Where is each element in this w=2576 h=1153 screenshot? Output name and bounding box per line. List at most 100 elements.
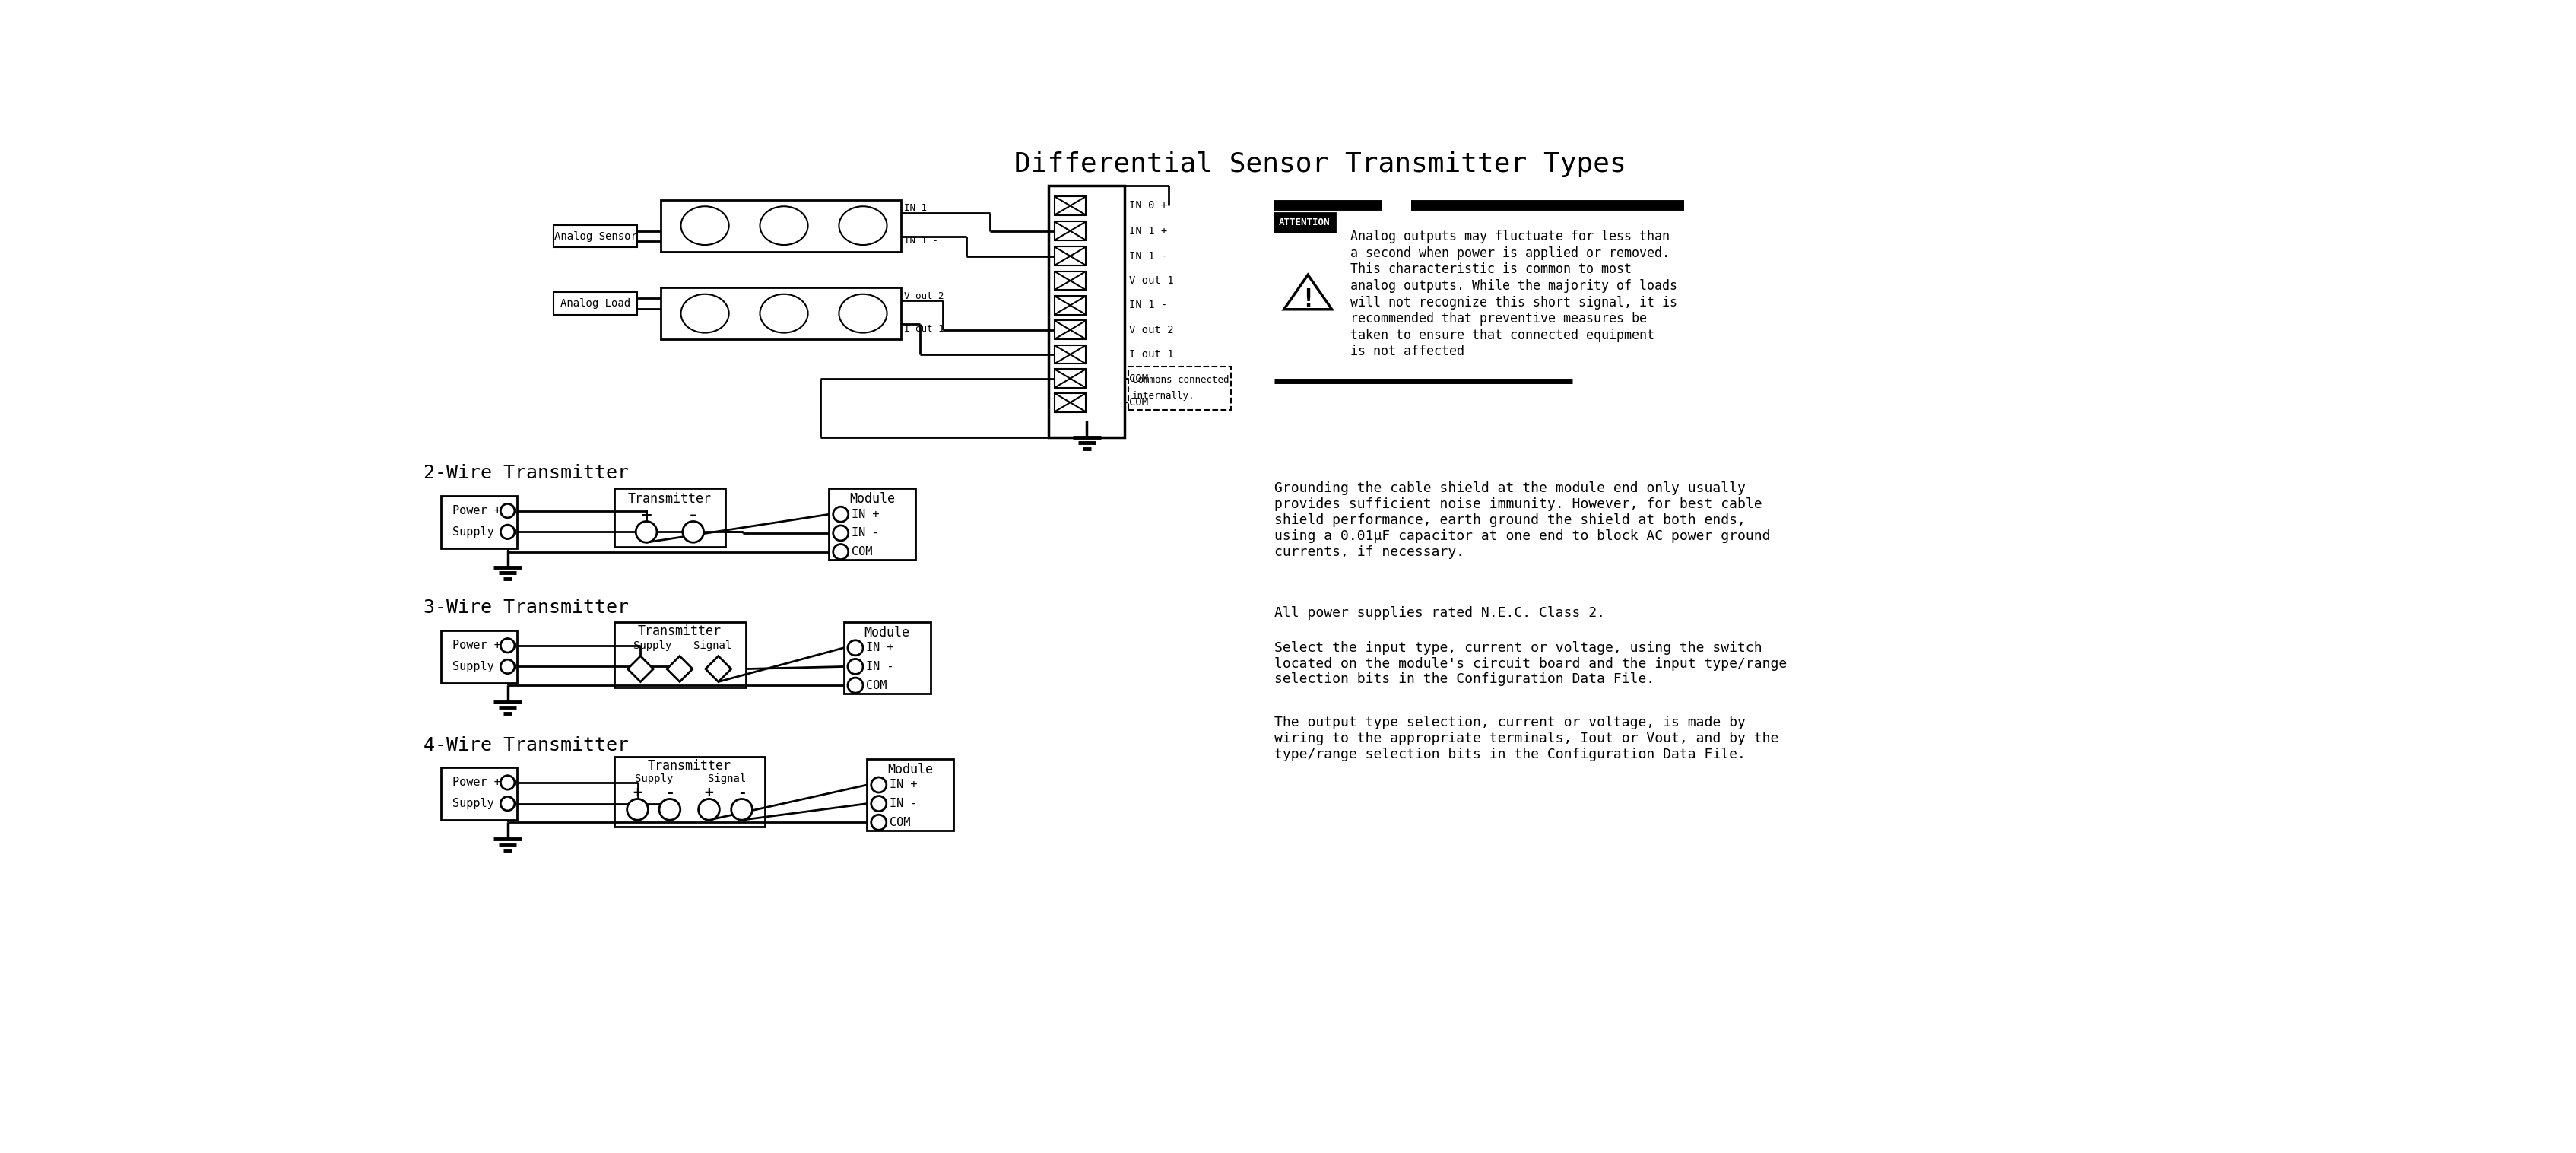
Text: IN -: IN - <box>889 798 917 809</box>
Text: Supply: Supply <box>634 640 672 650</box>
Text: Transmitter: Transmitter <box>639 625 721 639</box>
Circle shape <box>848 678 863 693</box>
Bar <box>554 225 636 247</box>
Text: currents, if necessary.: currents, if necessary. <box>1275 545 1463 559</box>
Bar <box>1054 321 1087 339</box>
Text: IN 0 +: IN 0 + <box>1128 201 1167 211</box>
Ellipse shape <box>680 294 729 333</box>
Polygon shape <box>629 656 654 681</box>
Circle shape <box>848 640 863 655</box>
Circle shape <box>871 777 886 792</box>
Text: 4-Wire Transmitter: 4-Wire Transmitter <box>422 736 629 754</box>
Text: V out 1: V out 1 <box>1128 276 1175 286</box>
Text: 2-Wire Transmitter: 2-Wire Transmitter <box>422 465 629 482</box>
Bar <box>440 496 518 549</box>
Ellipse shape <box>840 206 886 244</box>
Text: Signal: Signal <box>693 640 732 650</box>
Circle shape <box>871 815 886 830</box>
Circle shape <box>832 526 848 541</box>
Circle shape <box>698 799 719 820</box>
Text: IN +: IN + <box>889 779 917 791</box>
Text: 3-Wire Transmitter: 3-Wire Transmitter <box>422 598 629 617</box>
Text: This characteristic is common to most: This characteristic is common to most <box>1350 263 1631 277</box>
Text: Signal: Signal <box>708 774 747 784</box>
Text: provides sufficient noise immunity. However, for best cable: provides sufficient noise immunity. Howe… <box>1275 498 1762 511</box>
Ellipse shape <box>760 294 809 333</box>
Text: COM: COM <box>866 679 886 691</box>
Circle shape <box>636 521 657 542</box>
Bar <box>1054 369 1087 387</box>
Text: shield performance, earth ground the shield at both ends,: shield performance, earth ground the shi… <box>1275 513 1747 527</box>
Text: Supply: Supply <box>453 661 495 672</box>
Text: COM: COM <box>1128 397 1149 408</box>
Circle shape <box>626 799 649 820</box>
Bar <box>1054 296 1087 315</box>
Text: will not recognize this short signal, it is: will not recognize this short signal, it… <box>1350 295 1677 309</box>
Bar <box>613 756 765 827</box>
Bar <box>1054 345 1087 364</box>
Text: Power +: Power + <box>453 640 502 651</box>
Circle shape <box>500 525 515 538</box>
Text: IN -: IN - <box>850 527 878 538</box>
Text: IN 1 -: IN 1 - <box>1128 250 1167 262</box>
Text: I out 1: I out 1 <box>1128 349 1175 360</box>
Text: Analog outputs may fluctuate for less than: Analog outputs may fluctuate for less th… <box>1350 229 1669 243</box>
Bar <box>1054 247 1087 265</box>
Text: Differential Sensor Transmitter Types: Differential Sensor Transmitter Types <box>1015 151 1625 178</box>
Bar <box>1128 367 1231 410</box>
Bar <box>440 768 518 820</box>
Text: located on the module's circuit board and the input type/range: located on the module's circuit board an… <box>1275 657 1788 671</box>
Text: IN +: IN + <box>866 642 894 654</box>
Text: All power supplies rated N.E.C. Class 2.: All power supplies rated N.E.C. Class 2. <box>1275 605 1605 619</box>
Circle shape <box>832 506 848 522</box>
Text: Select the input type, current or voltage, using the switch: Select the input type, current or voltag… <box>1275 641 1762 655</box>
Text: IN 1: IN 1 <box>904 203 927 213</box>
Circle shape <box>871 796 886 812</box>
Text: -: - <box>737 786 747 800</box>
Text: IN 1 -: IN 1 - <box>904 236 938 246</box>
Circle shape <box>732 799 752 820</box>
Text: COM: COM <box>1128 374 1149 384</box>
Text: !: ! <box>1301 287 1316 312</box>
Text: IN 1 +: IN 1 + <box>1128 226 1167 236</box>
Text: COM: COM <box>889 816 909 828</box>
Polygon shape <box>667 656 693 681</box>
Bar <box>1275 213 1334 232</box>
Text: a second when power is applied or removed.: a second when power is applied or remove… <box>1350 247 1669 259</box>
Bar <box>868 759 953 830</box>
Circle shape <box>848 660 863 675</box>
Text: Commons connected: Commons connected <box>1133 375 1229 385</box>
Text: Power +: Power + <box>453 505 502 517</box>
Text: Analog Sensor: Analog Sensor <box>554 231 636 241</box>
Circle shape <box>832 544 848 559</box>
Polygon shape <box>1283 274 1332 309</box>
Ellipse shape <box>760 206 809 244</box>
Circle shape <box>683 521 703 542</box>
Bar <box>1048 186 1126 437</box>
Text: Transmitter: Transmitter <box>629 492 711 506</box>
Text: COM: COM <box>850 547 873 558</box>
Text: +: + <box>703 786 714 800</box>
Text: Transmitter: Transmitter <box>647 760 732 773</box>
Text: Analog Load: Analog Load <box>562 299 631 309</box>
Text: selection bits in the Configuration Data File.: selection bits in the Configuration Data… <box>1275 672 1654 686</box>
Text: -: - <box>688 508 698 523</box>
Ellipse shape <box>840 294 886 333</box>
Circle shape <box>500 776 515 790</box>
Text: using a 0.01µF capacitor at one end to block AC power ground: using a 0.01µF capacitor at one end to b… <box>1275 529 1770 543</box>
Text: taken to ensure that connected equipment: taken to ensure that connected equipment <box>1350 329 1654 342</box>
Bar <box>613 489 726 548</box>
Bar <box>829 489 914 560</box>
Circle shape <box>659 799 680 820</box>
Circle shape <box>500 797 515 811</box>
Bar <box>662 199 902 251</box>
Text: IN 1 -: IN 1 - <box>1128 300 1167 310</box>
Text: IN +: IN + <box>850 508 878 520</box>
Text: -: - <box>665 786 675 800</box>
Text: V out 2: V out 2 <box>904 291 943 301</box>
Text: +: + <box>641 508 652 523</box>
Bar <box>1054 196 1087 216</box>
Text: ATTENTION: ATTENTION <box>1278 218 1329 227</box>
Text: Supply: Supply <box>453 798 495 809</box>
Circle shape <box>500 504 515 518</box>
